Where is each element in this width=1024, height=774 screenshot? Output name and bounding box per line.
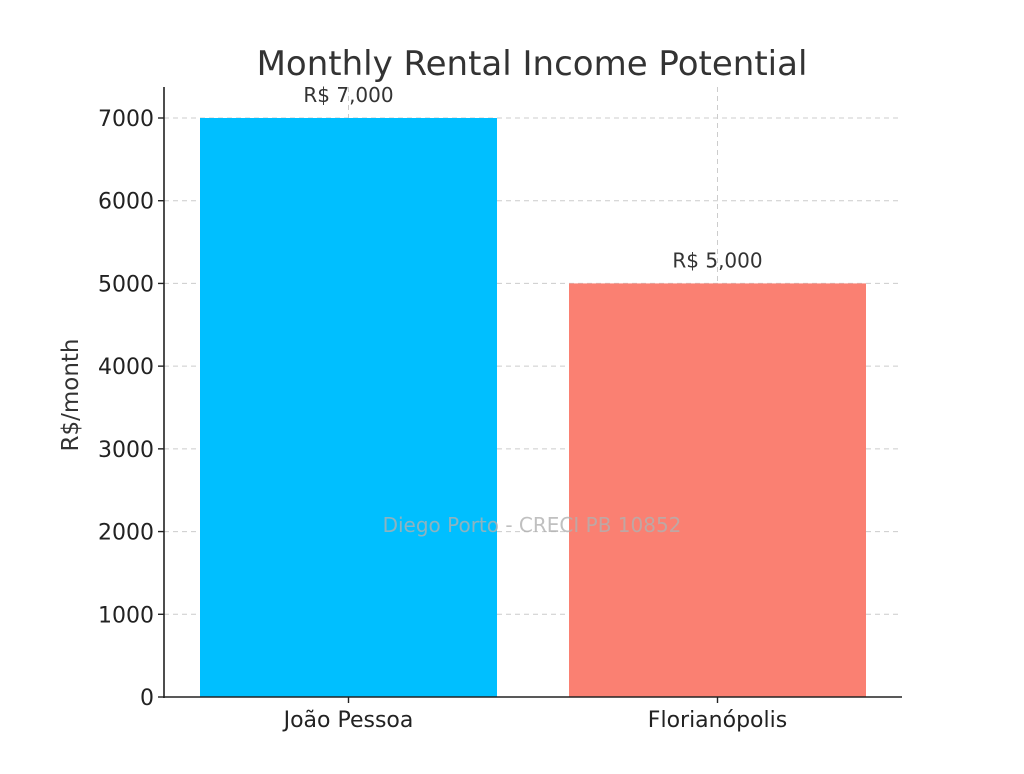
y-tick-label: 4000 (98, 355, 154, 380)
data-label: R$ 7,000 (303, 83, 393, 107)
bars (200, 118, 866, 697)
axes (158, 87, 902, 703)
bar-1 (200, 118, 497, 697)
y-tick-label: 3000 (98, 438, 154, 463)
watermark: Diego Porto - CRECI PB 10852 (383, 513, 682, 537)
y-tick-label: 1000 (98, 603, 154, 628)
y-tick-label: 5000 (98, 272, 154, 297)
x-tick-label: João Pessoa (282, 708, 414, 733)
y-tick-label: 0 (140, 686, 154, 711)
y-tick-label: 2000 (98, 521, 154, 546)
y-axis-label: R$/month (58, 338, 84, 451)
data-label: R$ 5,000 (672, 248, 762, 272)
x-tick-label: Florianópolis (648, 708, 787, 733)
y-tick-label: 6000 (98, 190, 154, 215)
chart-title: Monthly Rental Income Potential (257, 44, 808, 84)
bar-2 (569, 283, 866, 697)
y-tick-label: 7000 (98, 107, 154, 132)
labels: 0 1000 2000 3000 4000 5000 6000 7000 João Pessoa… (98, 83, 787, 733)
